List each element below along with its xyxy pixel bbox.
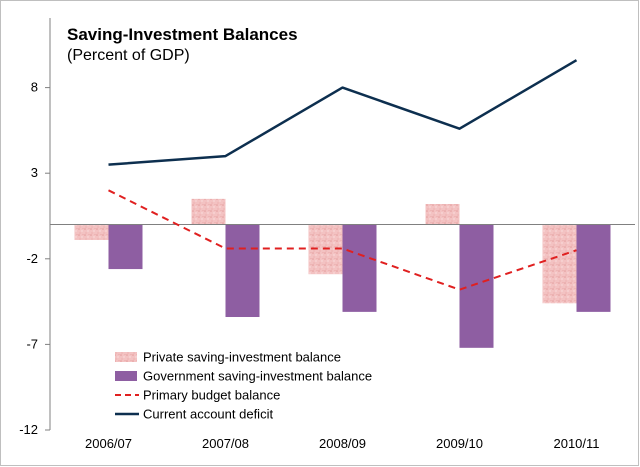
x-tick-label: 2006/07	[85, 436, 132, 451]
line-current-account-deficit	[108, 59, 578, 166]
chart-title: Saving-Investment Balances	[67, 25, 298, 44]
bar-government-balance	[342, 224, 377, 312]
bar-private-balance	[74, 224, 109, 240]
legend-label: Government saving-investment balance	[143, 369, 372, 384]
bars-layer	[74, 198, 611, 348]
legend-label: Current account deficit	[143, 407, 273, 422]
legend-label: Private saving-investment balance	[143, 350, 341, 365]
y-axis-ticks: 8 3 -2 -7 -12	[19, 80, 50, 437]
y-tick-label: -7	[26, 336, 38, 351]
lines-layer	[108, 59, 578, 291]
x-tick-label: 2007/08	[202, 436, 249, 451]
line-primary-budget-balance	[108, 189, 577, 291]
y-tick-label: -2	[26, 251, 38, 266]
bar-government-balance	[459, 224, 494, 348]
bar-government-balance	[108, 224, 143, 270]
legend: Private saving-investment balance Governm…	[115, 350, 372, 422]
bar-private-balance	[542, 224, 577, 304]
bar-private-balance	[425, 204, 460, 225]
legend-label: Primary budget balance	[143, 388, 280, 403]
x-tick-label: 2009/10	[436, 436, 483, 451]
chart-subtitle: (Percent of GDP)	[67, 47, 190, 64]
y-tick-label: 8	[31, 80, 38, 95]
y-tick-label: 3	[31, 165, 38, 180]
x-tick-label: 2010/11	[553, 436, 599, 451]
legend-swatch	[115, 352, 137, 362]
x-axis-labels: 2006/07 2007/08 2008/09 2009/10 2010/11	[85, 436, 600, 451]
bar-government-balance	[225, 224, 260, 318]
bar-private-balance	[191, 198, 226, 225]
y-tick-label: -12	[19, 422, 38, 437]
bar-government-balance	[576, 224, 611, 312]
legend-swatch	[115, 371, 137, 381]
x-tick-label: 2008/09	[319, 436, 366, 451]
